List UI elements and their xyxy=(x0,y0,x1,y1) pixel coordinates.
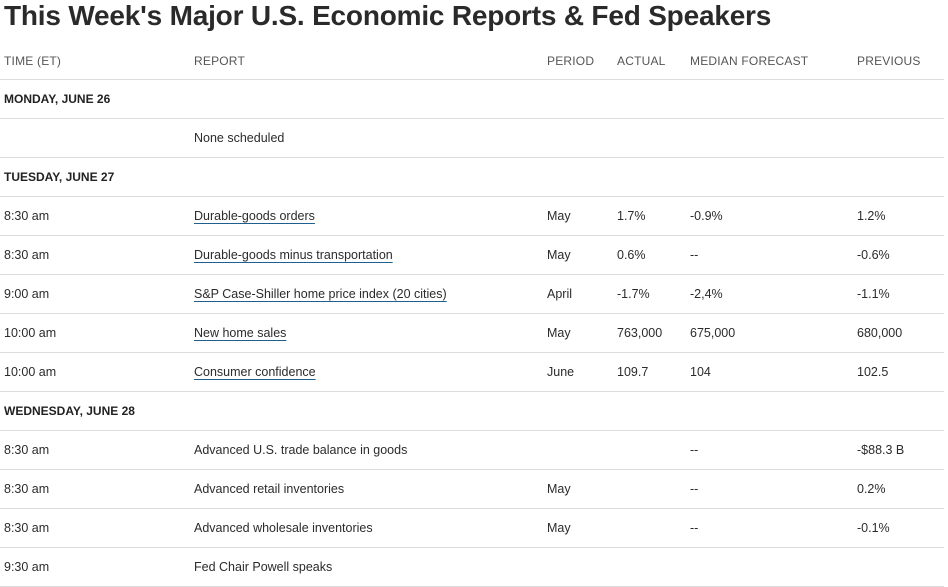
cell-median-forecast: -2,4% xyxy=(690,287,723,301)
report-link[interactable]: Durable-goods minus transportation xyxy=(194,248,393,262)
report-link[interactable]: New home sales xyxy=(194,326,287,340)
cell-median-forecast: -- xyxy=(690,248,699,262)
table-row: 8:30 am Advanced wholesale inventories May… xyxy=(0,509,944,548)
cell-report: None scheduled xyxy=(194,131,285,145)
cell-previous: -1.1% xyxy=(857,287,890,301)
cell-actual: 0.6% xyxy=(617,248,646,262)
page-title: This Week's Major U.S. Economic Reports … xyxy=(4,0,772,31)
header-actual: ACTUAL xyxy=(617,54,666,68)
day-header-row: MONDAY, JUNE 26 xyxy=(0,80,944,119)
table-row: None scheduled xyxy=(0,119,944,158)
cell-time: 8:30 am xyxy=(4,482,50,496)
cell-period: May xyxy=(547,209,571,223)
cell-actual: 763,000 xyxy=(617,326,663,340)
cell-period: April xyxy=(547,287,573,301)
report-link[interactable]: Durable-goods orders xyxy=(194,209,315,223)
cell-report: Fed Chair Powell speaks xyxy=(194,560,333,574)
table-row: 8:30 am Advanced retail inventories May -- 0… xyxy=(0,470,944,509)
table-row: 9:30 am Fed Chair Powell speaks xyxy=(0,548,944,587)
cell-previous: -0.6% xyxy=(857,248,890,262)
cell-period: May xyxy=(547,521,571,535)
cell-previous: -$88.3 B xyxy=(857,443,905,457)
header-time: TIME (ET) xyxy=(4,54,62,68)
table-body: MONDAY, JUNE 26 None scheduled TUESDAY, JU… xyxy=(0,80,944,587)
table-row: 8:30 am Advanced U.S. trade balance in go… xyxy=(0,431,944,470)
cell-actual: 109.7 xyxy=(617,365,649,379)
cell-previous: 102.5 xyxy=(857,365,889,379)
cell-time: 9:30 am xyxy=(4,560,50,574)
cell-median-forecast: -- xyxy=(690,482,699,496)
day-label: TUESDAY, JUNE 27 xyxy=(4,170,115,184)
header-median-forecast: MEDIAN FORECAST xyxy=(690,54,809,68)
cell-report: Advanced wholesale inventories xyxy=(194,521,373,535)
cell-median-forecast: -0.9% xyxy=(690,209,723,223)
report-link[interactable]: Consumer confidence xyxy=(194,365,316,379)
cell-actual: -1.7% xyxy=(617,287,650,301)
cell-actual: 1.7% xyxy=(617,209,646,223)
cell-time: 8:30 am xyxy=(4,443,50,457)
day-label: MONDAY, JUNE 26 xyxy=(4,92,111,106)
cell-previous: 0.2% xyxy=(857,482,886,496)
cell-period: May xyxy=(547,482,571,496)
table-row: 9:00 am S&P Case-Shiller home price index… xyxy=(0,275,944,314)
cell-period: May xyxy=(547,248,571,262)
table-row: 8:30 am Durable-goods orders May 1.7% -0.9% 1… xyxy=(0,197,944,236)
cell-time: 8:30 am xyxy=(4,209,50,223)
cell-median-forecast: -- xyxy=(690,521,699,535)
cell-median-forecast: 104 xyxy=(690,365,711,379)
cell-median-forecast: -- xyxy=(690,443,699,457)
cell-report: Advanced U.S. trade balance in goods xyxy=(194,443,408,457)
header-previous: PREVIOUS xyxy=(857,54,921,68)
cell-time: 8:30 am xyxy=(4,248,50,262)
cell-time: 8:30 am xyxy=(4,521,50,535)
day-label: WEDNESDAY, JUNE 28 xyxy=(4,404,135,418)
table-row: 10:00 am Consumer confidence June 109.7 104 1… xyxy=(0,353,944,392)
table-row: 10:00 am New home sales May 763,000 675,000 6… xyxy=(0,314,944,353)
cell-previous: -0.1% xyxy=(857,521,890,535)
cell-median-forecast: 675,000 xyxy=(690,326,736,340)
cell-time: 9:00 am xyxy=(4,287,50,301)
header-report: REPORT xyxy=(194,54,245,68)
header-period: PERIOD xyxy=(547,54,595,68)
day-header-row: TUESDAY, JUNE 27 xyxy=(0,158,944,197)
cell-report: Advanced retail inventories xyxy=(194,482,345,496)
cell-previous: 1.2% xyxy=(857,209,886,223)
cell-time: 10:00 am xyxy=(4,326,57,340)
cell-previous: 680,000 xyxy=(857,326,903,340)
table-header-row: TIME (ET) REPORT PERIOD ACTUAL MEDIAN FO… xyxy=(0,42,944,80)
report-link[interactable]: S&P Case-Shiller home price index (20 ci… xyxy=(194,287,447,301)
day-header-row: WEDNESDAY, JUNE 28 xyxy=(0,392,944,431)
cell-time: 10:00 am xyxy=(4,365,57,379)
cell-period: May xyxy=(547,326,571,340)
cell-period: June xyxy=(547,365,575,379)
table-row: 8:30 am Durable-goods minus transportatio… xyxy=(0,236,944,275)
economic-calendar-table: TIME (ET) REPORT PERIOD ACTUAL MEDIAN FO… xyxy=(0,42,944,587)
